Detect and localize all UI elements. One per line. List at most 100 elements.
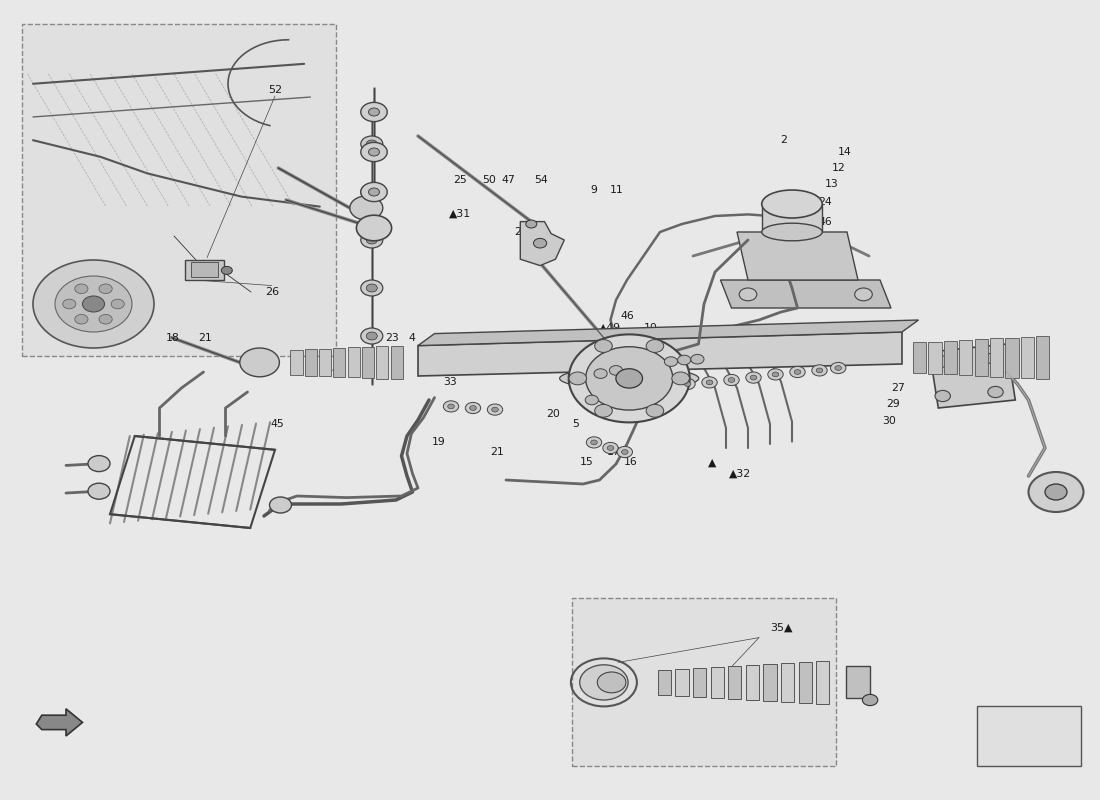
Circle shape [55, 276, 132, 332]
Bar [693, 667, 706, 697]
Text: ▲31: ▲31 [449, 209, 471, 218]
Text: 14: 14 [838, 147, 851, 157]
Polygon shape [959, 340, 972, 375]
Circle shape [470, 406, 476, 410]
Text: 45: 45 [812, 235, 825, 245]
Circle shape [350, 196, 383, 220]
Circle shape [750, 375, 757, 380]
Ellipse shape [560, 367, 698, 390]
Circle shape [270, 497, 292, 513]
Bar [761, 204, 823, 232]
Polygon shape [720, 280, 891, 308]
Circle shape [366, 140, 377, 148]
Text: 45: 45 [271, 419, 284, 429]
Text: 21: 21 [491, 447, 504, 457]
Text: 4: 4 [408, 334, 415, 343]
Polygon shape [975, 339, 988, 376]
Polygon shape [418, 320, 918, 346]
Circle shape [465, 402, 481, 414]
Polygon shape [930, 344, 1015, 408]
Circle shape [646, 404, 663, 417]
Polygon shape [333, 348, 345, 377]
Circle shape [862, 694, 878, 706]
Circle shape [448, 404, 454, 409]
Text: 21: 21 [198, 333, 211, 342]
Circle shape [664, 357, 678, 366]
Text: 33: 33 [443, 378, 456, 387]
Text: 48: 48 [825, 330, 838, 339]
Text: 57: 57 [482, 349, 495, 358]
Circle shape [617, 446, 632, 458]
Circle shape [221, 266, 232, 274]
Polygon shape [362, 347, 374, 378]
Circle shape [986, 353, 1001, 364]
Circle shape [487, 404, 503, 415]
Circle shape [724, 374, 739, 386]
Circle shape [88, 483, 110, 499]
Bar [846, 666, 870, 698]
Circle shape [82, 296, 104, 312]
Text: 2: 2 [780, 135, 786, 145]
Bar [658, 670, 671, 695]
Circle shape [830, 362, 846, 374]
Text: 30: 30 [882, 416, 895, 426]
Ellipse shape [761, 223, 823, 241]
Text: 28: 28 [856, 330, 869, 339]
Circle shape [75, 314, 88, 324]
Bar [675, 669, 689, 696]
Bar [572, 598, 836, 766]
Polygon shape [928, 342, 942, 374]
Circle shape [88, 455, 110, 471]
Circle shape [772, 372, 779, 377]
Circle shape [586, 437, 602, 448]
Bar [799, 662, 812, 703]
Circle shape [621, 450, 628, 454]
Polygon shape [913, 342, 926, 373]
Circle shape [728, 378, 735, 382]
Circle shape [684, 382, 691, 386]
Circle shape [739, 288, 757, 301]
Circle shape [680, 378, 695, 390]
Text: ▲= 1: ▲= 1 [1013, 730, 1045, 743]
Circle shape [63, 299, 76, 309]
Circle shape [99, 284, 112, 294]
Text: 26: 26 [265, 287, 278, 297]
Text: 18: 18 [166, 333, 179, 342]
Circle shape [595, 340, 613, 353]
Circle shape [816, 368, 823, 373]
Polygon shape [520, 222, 564, 266]
Polygon shape [319, 349, 331, 376]
Circle shape [356, 215, 392, 241]
Circle shape [607, 446, 614, 450]
Text: 45: 45 [332, 365, 345, 374]
Polygon shape [36, 709, 82, 736]
Circle shape [368, 148, 379, 156]
Text: 27: 27 [891, 383, 904, 393]
Bar [22, 24, 336, 356]
Circle shape [594, 369, 607, 378]
Circle shape [366, 284, 377, 292]
Circle shape [33, 260, 154, 348]
Circle shape [75, 284, 88, 294]
Circle shape [366, 236, 377, 244]
Polygon shape [418, 332, 902, 376]
Text: 16: 16 [624, 458, 637, 467]
Text: ▲32: ▲32 [729, 469, 751, 478]
Text: 20: 20 [547, 410, 560, 419]
Circle shape [361, 184, 383, 200]
Circle shape [569, 372, 586, 385]
Bar [781, 662, 794, 702]
Circle shape [526, 220, 537, 228]
Text: 5: 5 [572, 419, 579, 429]
Circle shape [691, 354, 704, 364]
Circle shape [835, 366, 842, 370]
Bar [728, 666, 741, 699]
Circle shape [366, 188, 377, 196]
Circle shape [646, 340, 663, 353]
Bar [816, 661, 829, 704]
Circle shape [672, 372, 690, 385]
Circle shape [99, 314, 112, 324]
Circle shape [1028, 472, 1084, 512]
Text: 53: 53 [873, 330, 887, 339]
Circle shape [240, 348, 279, 377]
